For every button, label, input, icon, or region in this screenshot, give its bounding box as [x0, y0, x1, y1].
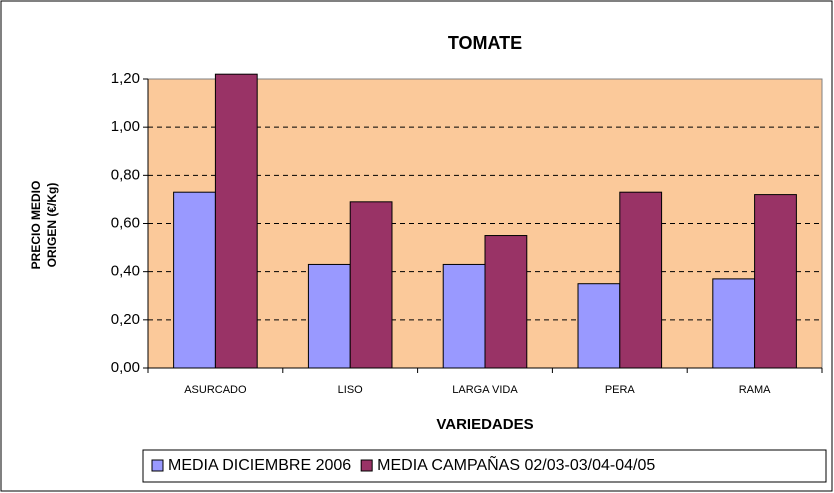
- y-axis-label-line: ORIGEN (€/Kg): [45, 183, 59, 268]
- legend-swatch: [360, 459, 373, 472]
- chart-title: TOMATE: [448, 33, 522, 53]
- y-tick-label: 0,60: [111, 214, 140, 231]
- bar: [173, 191, 216, 369]
- bar: [577, 283, 621, 369]
- y-tick-label: 0,00: [111, 359, 140, 376]
- x-tick-label: LARGA VIDA: [452, 384, 518, 396]
- bar: [712, 278, 756, 369]
- legend-box: [142, 449, 827, 483]
- x-tick-label: LISO: [338, 384, 364, 396]
- bar: [307, 263, 351, 369]
- x-axis-label: VARIEDADES: [436, 416, 533, 433]
- x-tick-label: RAMA: [739, 384, 771, 396]
- legend-label: MEDIA DICIEMBRE 2006: [168, 457, 351, 474]
- bar: [484, 235, 528, 369]
- y-tick-label: 0,40: [111, 263, 140, 280]
- bar: [349, 201, 393, 369]
- bar: [619, 191, 663, 369]
- y-tick-label: 1,00: [111, 118, 140, 135]
- y-tick-label: 0,80: [111, 166, 140, 183]
- x-tick-label: ASURCADO: [184, 384, 247, 396]
- bar: [754, 194, 797, 369]
- bar: [442, 263, 486, 369]
- bar: [214, 73, 258, 369]
- x-tick-label: PERA: [605, 384, 636, 396]
- y-tick-label: 1,20: [111, 70, 140, 87]
- legend-label: MEDIA CAMPAÑAS 02/03-03/04-04/05: [377, 454, 655, 474]
- y-axis-label-line: PRECIO MEDIO: [29, 181, 43, 270]
- legend-swatch: [151, 459, 164, 472]
- y-tick-label: 0,20: [111, 311, 140, 328]
- y-axis-label: PRECIO MEDIO ORIGEN (€/Kg): [29, 181, 59, 270]
